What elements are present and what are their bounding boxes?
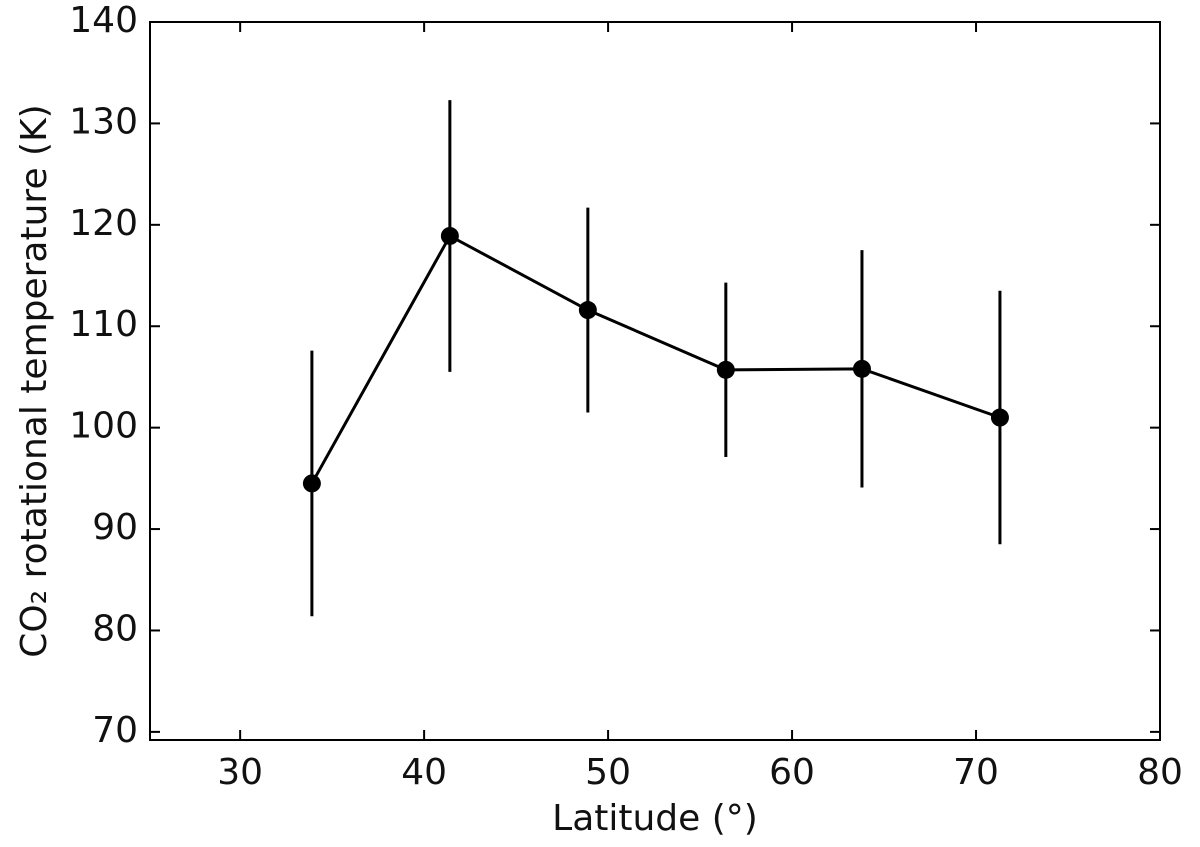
data-point	[302, 474, 321, 493]
y-tick-label: 130	[69, 101, 138, 142]
y-axis-label: CO₂ rotational temperature (K)	[14, 104, 55, 657]
data-point	[440, 226, 459, 245]
data-point	[990, 408, 1009, 427]
y-tick-label: 110	[69, 304, 138, 345]
data-line	[310, 233, 1001, 485]
y-tick-label: 70	[92, 710, 138, 751]
data-point	[716, 360, 735, 379]
data-point	[578, 301, 597, 320]
x-tick-label: 60	[769, 752, 815, 793]
x-tick-label: 30	[217, 752, 263, 793]
x-tick-label: 50	[585, 752, 631, 793]
y-tick-label: 80	[92, 608, 138, 649]
x-axis-label: Latitude (°)	[552, 798, 758, 839]
x-tick-label: 80	[1137, 752, 1183, 793]
y-tick-label: 90	[92, 507, 138, 548]
x-tick-label: 70	[953, 752, 999, 793]
y-tick-label: 100	[69, 406, 138, 447]
data-point	[852, 359, 871, 378]
y-tick-label: 140	[69, 0, 138, 41]
plot-frame	[149, 21, 1161, 741]
y-tick-label: 120	[69, 203, 138, 244]
x-tick-label: 40	[401, 752, 447, 793]
